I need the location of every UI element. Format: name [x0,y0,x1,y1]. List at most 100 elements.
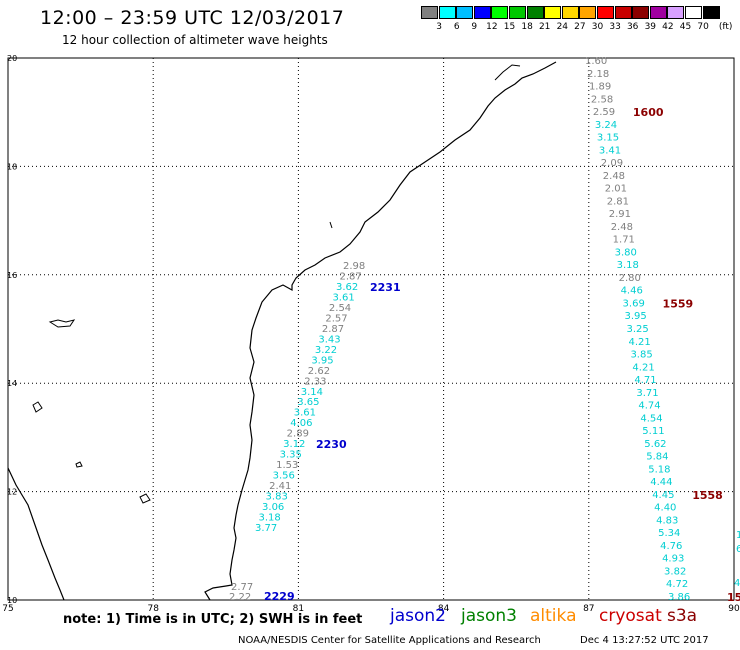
colorbar-label: 45 [679,22,692,32]
swh-value-label: 3.14 [301,387,323,398]
swh-value-label: 2.33 [304,376,326,387]
colorbar-swatch [491,6,509,19]
lon-tick-label: 84 [438,604,450,614]
swh-value-label: 3.82 [664,566,686,577]
colorbar-label: 21 [538,22,551,32]
swh-value-label: 4.21 [632,362,654,373]
swh-value-label: 4.76 [660,541,682,552]
lat-tick-label: 20 [7,54,17,63]
swh-value-label: 6 [736,544,740,555]
swh-value-label: 1 [736,530,740,541]
swh-value-label: 2.58 [591,94,613,105]
colorbar-unit: (ft) [718,22,733,32]
map-frame [7,57,735,601]
map-subtitle: 12 hour collection of altimeter wave hei… [62,33,328,47]
swh-value-label: 4 [734,578,740,589]
swh-value-label: 2.48 [611,222,633,233]
swh-value-label: 2.22 [229,592,251,603]
colorbar-swatch [667,6,685,19]
coastline-delta [494,64,521,81]
swh-value-label: 3.77 [255,523,277,534]
swh-value-label: 3.62 [336,282,358,293]
swh-value-label: 1.53 [276,460,298,471]
swh-value-label: 1.89 [589,82,611,93]
swh-value-label: 5.11 [642,426,664,437]
colorbar-swatch [597,6,614,19]
colorbar-swatch [456,6,474,19]
generation-timestamp: Dec 4 13:27:52 UTC 2017 [580,635,709,646]
swh-value-label: 3.25 [627,324,649,335]
swh-value-label: 3.80 [615,247,637,258]
swh-value-label: 4.44 [650,477,672,488]
swh-value-label: 2.91 [609,209,631,220]
colorbar-label: 33 [609,22,621,32]
colorbar-swatch [544,6,562,19]
swh-value-label: 4.74 [638,401,660,412]
swh-value-label: 3.61 [332,292,354,303]
pass-time-label: 2231 [370,281,401,294]
map-title: 12:00 – 23:59 UTC 12/03/2017 [40,7,345,29]
coastline-kerala [7,467,65,601]
swh-value-label: 3.95 [311,355,333,366]
colorbar-label: 18 [521,22,533,32]
swh-value-label: 2.09 [601,158,623,169]
colorbar-swatch [438,6,456,19]
swh-value-label: 2.87 [322,324,344,335]
swh-value-label: 3.22 [315,345,337,356]
swh-value-label: 3.83 [266,492,288,503]
colorbar-swatch [421,6,438,19]
swh-value-label: 2.98 [343,261,365,272]
lon-tick-label: 87 [583,604,594,614]
footer-note: note: 1) Time is in UTC; 2) SWH is in fe… [63,612,363,627]
swh-value-label: 3.85 [630,350,652,361]
colorbar-label: 24 [556,22,569,32]
swh-value-label: 3.69 [623,298,645,309]
colorbar-label: 6 [453,22,460,32]
swh-value-label: 3.15 [597,133,619,144]
pass-time-label: 2229 [264,590,295,603]
colorbar-label: 27 [574,22,586,32]
swh-value-label: 3.86 [668,592,690,603]
pass-time-label: 15 [727,591,740,604]
colorbar-swatch [526,6,544,19]
swh-value-label: 3.41 [599,145,621,156]
swh-value-label: 3.56 [273,471,295,482]
island-3 [75,461,83,468]
swh-value-label: 3.12 [283,439,305,450]
island-5 [329,221,333,229]
lat-tick-label: 16 [7,271,17,280]
colorbar-swatch [614,6,632,19]
swh-value-label: 1.60 [585,56,607,67]
swh-value-label: 2.81 [607,196,629,207]
swh-value-label: 4.93 [662,554,684,565]
colorbar-swatch [649,6,667,19]
island-2 [32,401,43,413]
swh-value-label: 4.06 [290,418,312,429]
pass-time-label: 1558 [692,489,723,502]
colorbar-label: 36 [626,22,639,32]
colorbar-swatch [632,6,650,19]
lon-tick-label: 75 [2,604,13,614]
island-1 [48,319,76,328]
colorbar-swatch [509,6,526,19]
grid-lines [8,58,734,600]
colorbar-label: 3 [436,22,442,32]
lon-tick-label: 78 [147,604,159,614]
swh-value-label: 3.18 [617,260,639,271]
lat-tick-label: 10 [7,596,17,605]
mission-name: s3a [667,606,698,626]
swh-value-label: 3.65 [297,397,319,408]
coastline-east-coast [204,61,557,601]
swh-value-label: 2.80 [619,273,641,284]
pass-time-label: 1600 [633,106,664,119]
swh-value-label: 2.54 [329,303,351,314]
colorbar-label: 30 [591,22,604,32]
swh-value-label: 3.71 [636,388,658,399]
swh-value-label: 1.71 [613,235,635,246]
island-4 [139,493,151,504]
swh-value-label: 2.57 [325,313,347,324]
swh-value-label: 3.61 [294,408,316,419]
swh-value-label: 3.95 [625,311,647,322]
swh-value-label: 4.46 [621,286,643,297]
